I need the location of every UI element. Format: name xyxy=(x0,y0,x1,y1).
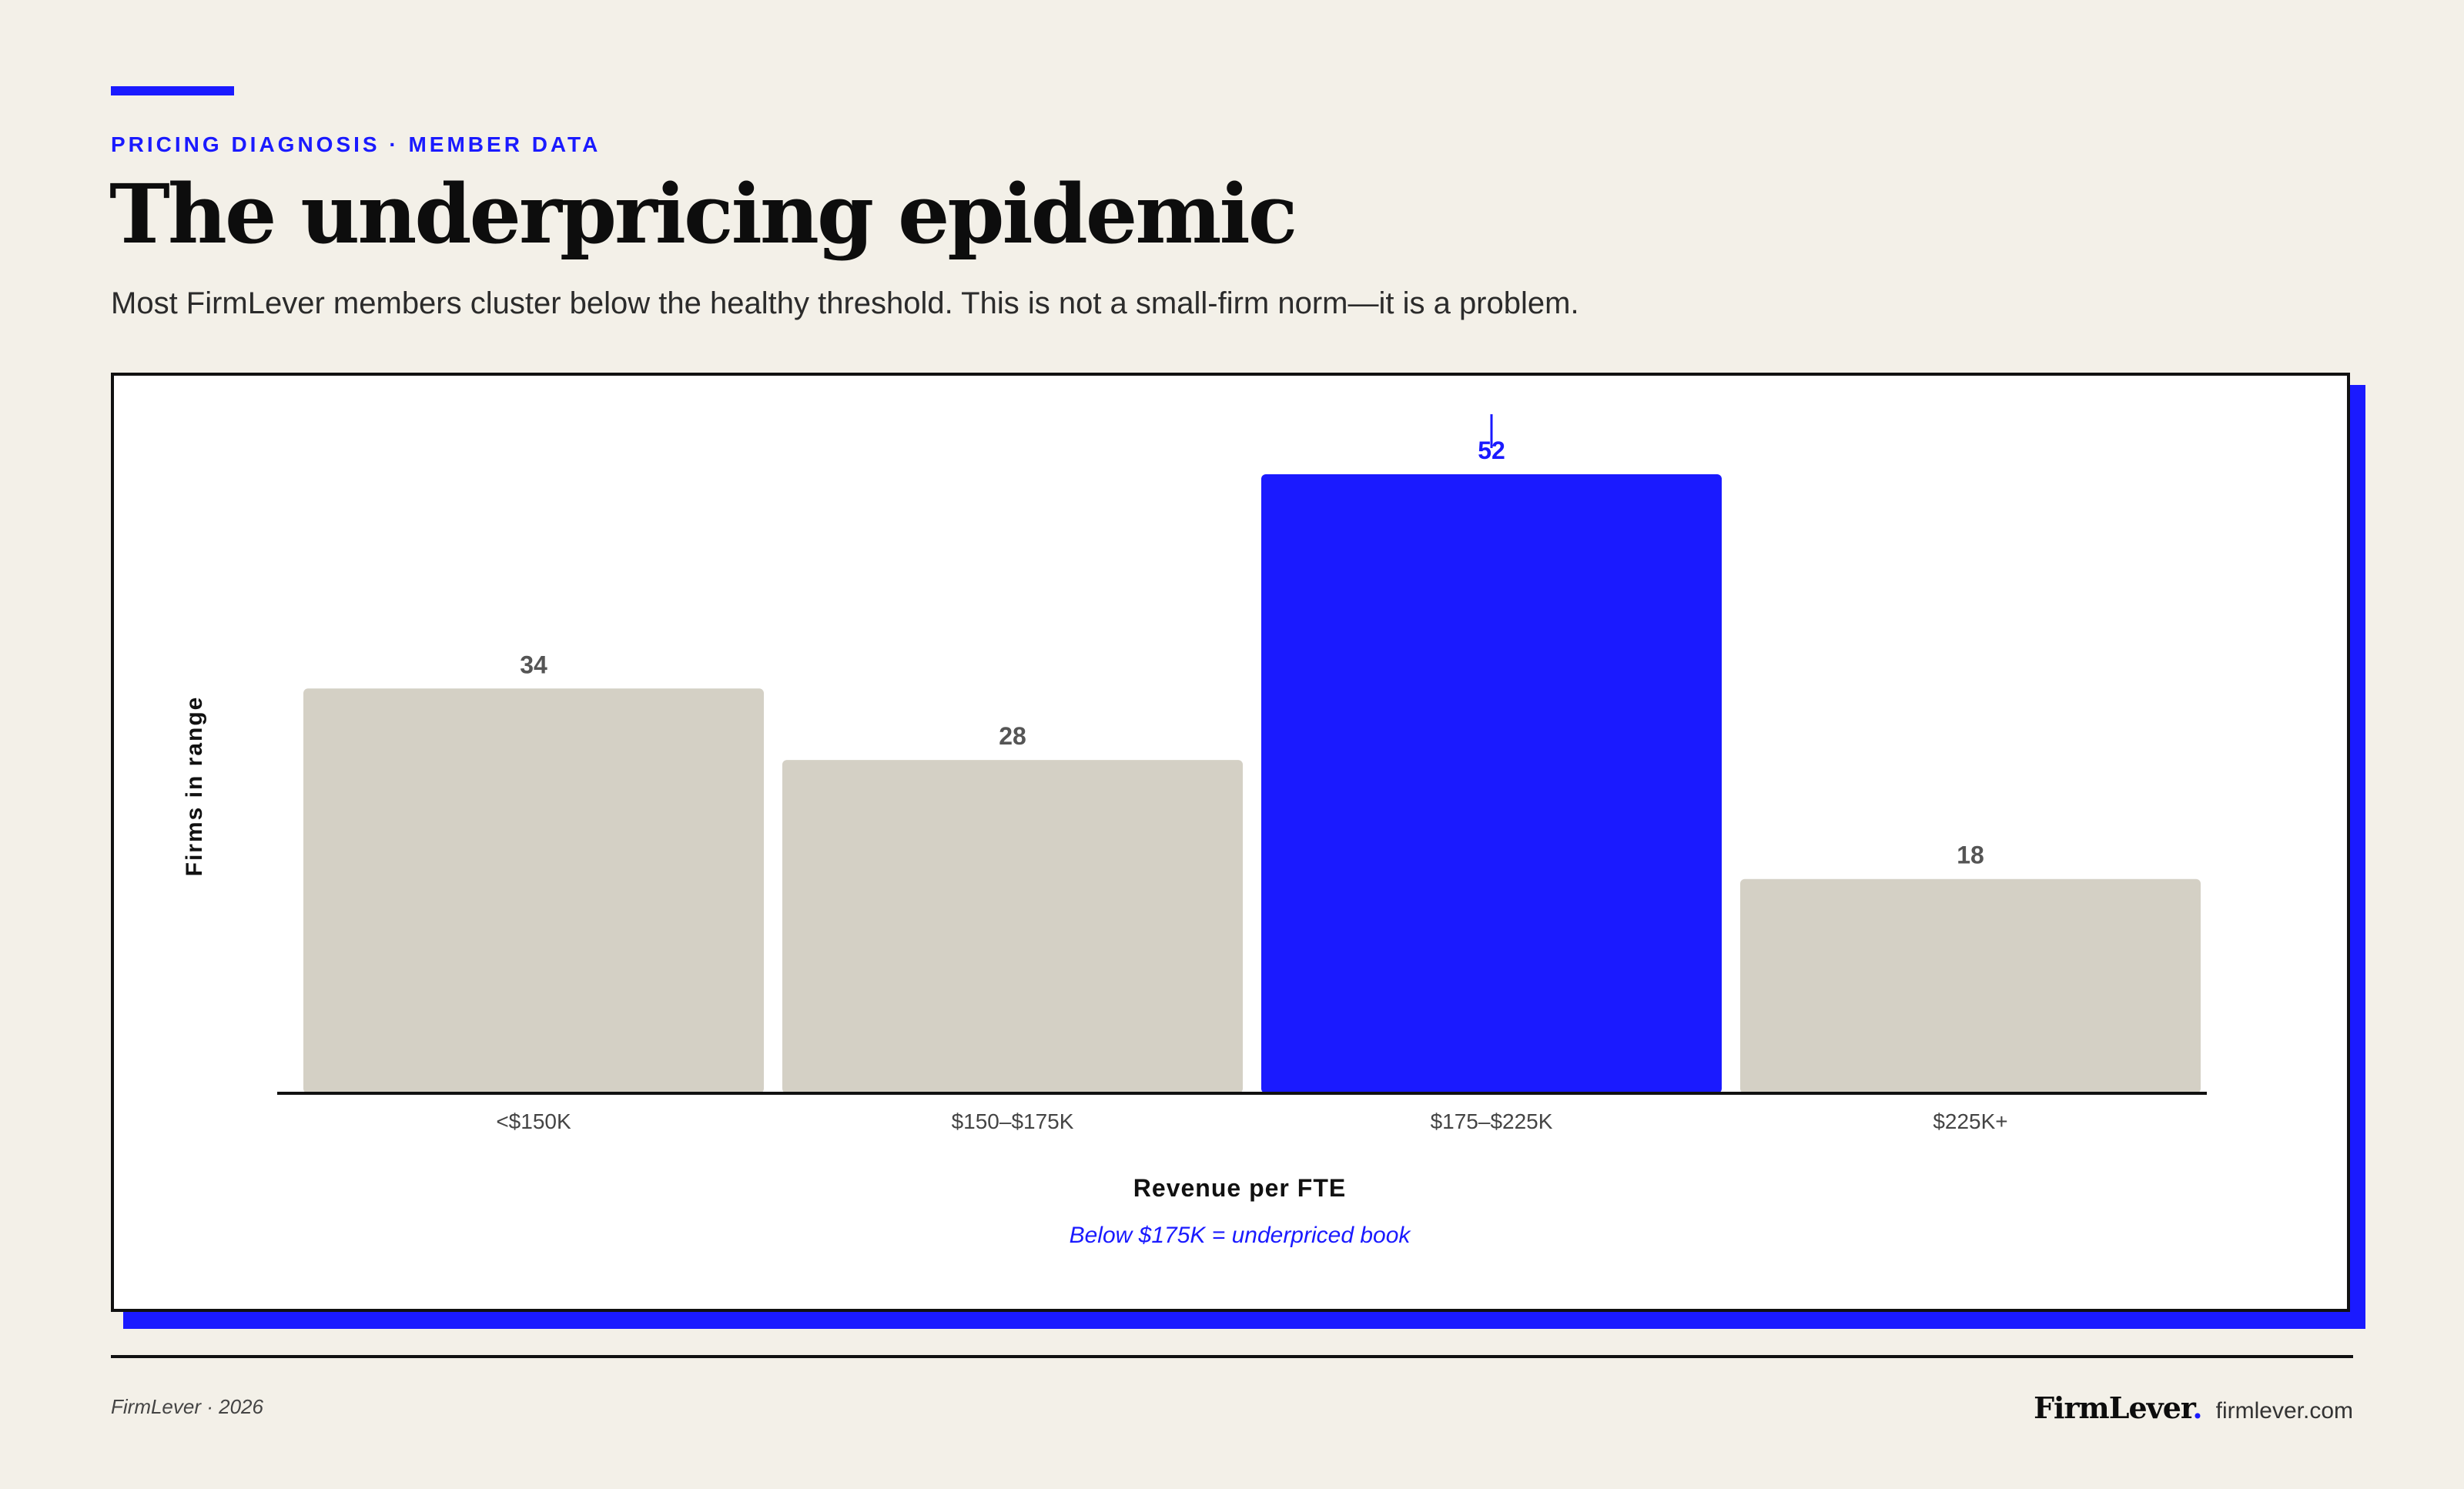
tick-label-0: <$150K xyxy=(496,1109,571,1133)
bar-2 xyxy=(1261,474,1722,1093)
footer-rule xyxy=(111,1355,2353,1358)
bar-chart: 34 <$150K 28 $150–$175K 52 $175–$225K 18 $225K+… xyxy=(182,414,2207,1248)
value-label-0: 34 xyxy=(520,651,547,678)
bar-1 xyxy=(782,760,1243,1093)
tick-label-1: $150–$175K xyxy=(952,1109,1074,1133)
x-axis-title: Revenue per FTE xyxy=(1133,1174,1346,1202)
y-axis-title: Firms in range xyxy=(182,696,207,877)
bar-3 xyxy=(1740,878,2201,1093)
value-label-2: 52 xyxy=(1478,437,1505,464)
value-label-3: 18 xyxy=(1957,842,1984,869)
footer-brand-block: FirmLever. firmlever.com xyxy=(2034,1390,2353,1425)
eyebrow-label: PRICING DIAGNOSIS · MEMBER DATA xyxy=(111,132,601,156)
page-title: The underpricing epidemic xyxy=(109,166,1297,262)
value-label-1: 28 xyxy=(999,722,1026,750)
accent-rule xyxy=(111,86,234,95)
tick-label-3: $225K+ xyxy=(1933,1109,2007,1133)
site-link[interactable]: firmlever.com xyxy=(2215,1398,2353,1424)
brand-dot: . xyxy=(2192,1390,2202,1425)
page-subtitle: Most FirmLever members cluster below the… xyxy=(111,286,1579,320)
chart-annotation: Below $175K = underpriced book xyxy=(1070,1223,1412,1248)
chart-card: 34 <$150K 28 $150–$175K 52 $175–$225K 18 $225K+… xyxy=(111,373,2350,1312)
brand-logo[interactable]: FirmLever. xyxy=(2034,1390,2203,1425)
tick-label-2: $175–$225K xyxy=(1431,1109,1553,1133)
footer-credit: FirmLever · 2026 xyxy=(111,1395,263,1418)
brand-name: FirmLever xyxy=(2034,1390,2193,1425)
bar-0 xyxy=(303,688,764,1093)
